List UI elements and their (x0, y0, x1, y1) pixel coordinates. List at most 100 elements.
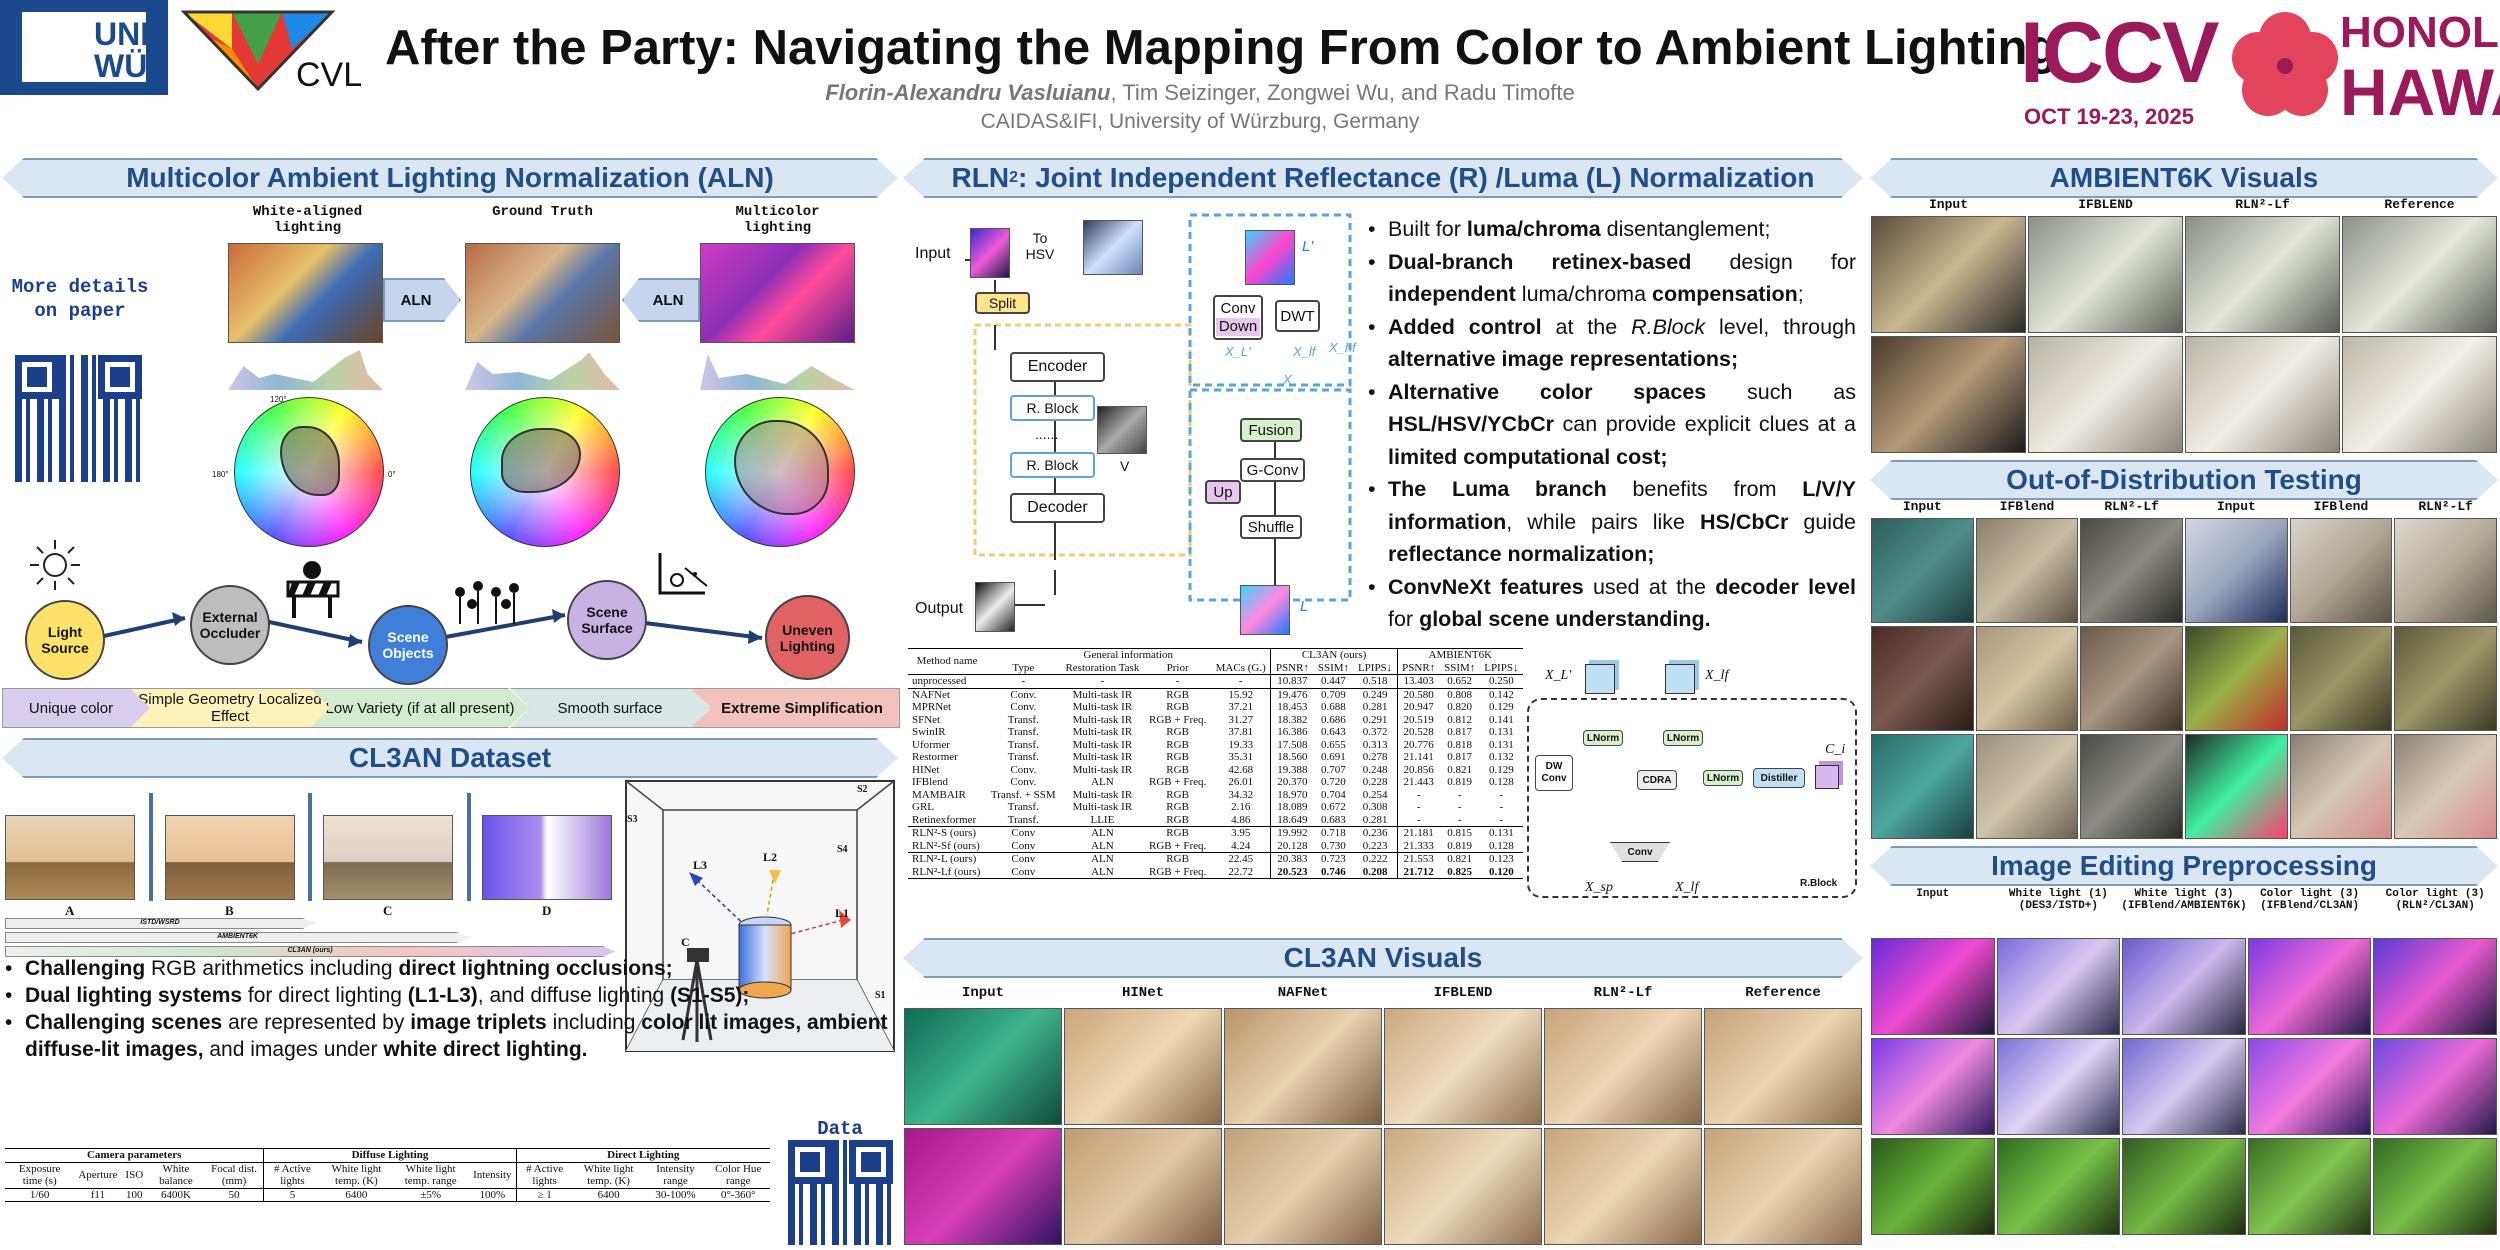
grid-image (1544, 1128, 1702, 1245)
results-table-cell: 0.222 (1362, 853, 1388, 865)
rblock-lnorm-1: LNorm (1583, 730, 1623, 746)
results-table-cell: 0.730 (1321, 839, 1346, 852)
hibiscus-icon (2230, 8, 2340, 118)
grid-image (1064, 1008, 1222, 1125)
dataset-sample-a (5, 815, 135, 900)
results-table-cell: 37.21 (1228, 701, 1254, 713)
results-table-cell: 18.560 (1270, 751, 1314, 764)
bullet-run: global scene understanding. (1419, 607, 1711, 631)
ood-header: Out-of-Distribution Testing (1870, 460, 2498, 500)
results-table-cell: 4.24 (1231, 839, 1251, 852)
results-table-cell: RLN²-Lf (ours) (912, 865, 981, 878)
results-table-cell: 0.815 (1447, 827, 1473, 839)
bullet-run: Alternative color spaces (1388, 379, 1707, 404)
grid-image (2122, 1038, 2246, 1135)
grid-image (2289, 518, 2393, 623)
data-qr-code[interactable] (788, 1140, 893, 1245)
camera-table-header: Focal dist. (mm) (211, 1162, 257, 1188)
camera-table-header: White balance (159, 1162, 193, 1188)
results-table-cell: 20.383 (1270, 852, 1314, 866)
camera-table-header: ISO (125, 1168, 144, 1181)
grid-column-label: Input (1916, 888, 1950, 900)
grid-column-label: Color light (3) (RLN²/CL3AN) (2385, 888, 2485, 912)
results-table-cell: 18.649 (1270, 813, 1314, 827)
diagram-shuffle: Shuffle (1240, 515, 1302, 539)
results-table-cell: 0.819 (1447, 776, 1473, 788)
results-table-cell: GRL (912, 801, 934, 813)
diagram-input-label: Input (915, 245, 951, 262)
rblock-cdra: CDRA (1637, 770, 1677, 790)
grid-image (1871, 216, 2026, 333)
rblock-xl-label: X_L' (1545, 668, 1572, 683)
grid-image (2122, 1138, 2246, 1235)
camera-params-table: Camera parameters Diffuse Lighting Direc… (5, 1148, 770, 1202)
results-table: Method name General information CL3AN (our… (908, 648, 1523, 879)
results-table-cell: Multi-task IR (1072, 688, 1133, 701)
diagram-gconv-label: G-Conv (1246, 461, 1299, 479)
results-table-cell: 22.45 (1228, 853, 1254, 865)
results-table-row: GRL Transf. Multi-task IR RGB 2.16 18.089 0.67… (908, 801, 1523, 814)
results-column-header: PSNR↑ (1396, 661, 1440, 675)
band-extreme-simplification: Extreme Simplification (690, 688, 900, 728)
grid-image (1871, 626, 1974, 731)
rblock-lnorm-3: LNorm (1703, 770, 1743, 786)
aln-col-multicolor: Multicolor lighting (735, 204, 820, 236)
results-table-cell: - (1396, 813, 1440, 827)
results-column-header: SSIM↑ (1317, 661, 1350, 674)
bullet-run: limited computational cost; (1388, 444, 1668, 469)
diagram-l-image (1240, 585, 1290, 635)
results-table-cell: 0.308 (1362, 801, 1388, 813)
grid-column-label: RLN²-Lf (2418, 499, 2473, 514)
results-table-cell: Conv (1011, 865, 1036, 878)
coverage-bar-cl3an-label: CL3AN (ours) (287, 947, 333, 954)
diagram-v-label: V (1120, 458, 1130, 474)
cube-ci-icon (1815, 765, 1839, 789)
results-table-cell: 34.32 (1228, 788, 1254, 801)
results-table-cell: 0.643 (1321, 726, 1346, 738)
band-simple-geometry-label: Simple Geometry Localized Effect (138, 691, 322, 725)
paper-qr-code[interactable] (15, 355, 142, 482)
results-table-cell: 0.128 (1488, 839, 1514, 852)
aln-arrow-left: ALN (383, 278, 461, 322)
results-table-cell: 0.228 (1362, 776, 1388, 788)
color-wheel-2 (470, 397, 620, 547)
bullet-run: HSL/HSV/YCbCr (1388, 412, 1555, 436)
grid-image (2394, 626, 2497, 731)
scene-label-s3: S3 (627, 814, 638, 825)
grid-image (1871, 336, 2026, 453)
bullet-item: Added control at the R.Block level, thro… (1368, 311, 1856, 376)
grid-column-label: IFBLEND (1433, 985, 1493, 1001)
diagram-encoder-label: Encoder (1027, 358, 1088, 375)
results-table-cell: 20.128 (1270, 839, 1314, 853)
results-table-cell: Conv. (1010, 701, 1037, 713)
results-table-row: SFNet Transf. Multi-task IR RGB + Freq. 31.2… (908, 713, 1523, 726)
bullet-run: can provide explicit clues at a (1554, 412, 1856, 436)
results-column-header: Prior (1166, 661, 1189, 674)
results-table-cell: 0.131 (1488, 827, 1514, 839)
grid-image (1996, 938, 2121, 1035)
results-table-cell: - (1499, 813, 1504, 826)
dataset-samples: A B C D (5, 785, 615, 960)
grid-image (1871, 1138, 1995, 1235)
aln-col-ground-truth: Ground Truth (492, 204, 593, 220)
results-table-cell: SwinIR (912, 726, 946, 738)
poster-title: After the Party: Navigating the Mapping … (385, 21, 2058, 75)
results-table-cell: HINet (912, 763, 940, 776)
results-table-cell: 20.519 (1396, 713, 1440, 726)
diagram-l-label: L (1300, 598, 1309, 615)
camera-table-cell: 6400 (345, 1188, 368, 1201)
bullet-item: Dual-branch retinex-based design for ind… (1368, 246, 1856, 311)
camera-table-header: Exposure time (s) (18, 1162, 61, 1188)
results-table-cell: 21.443 (1396, 776, 1440, 789)
grid-image (2122, 938, 2246, 1035)
iccv-logo: ICCV OCT 19-23, 2025 HONOLULU HAWAII (2020, 0, 2500, 140)
results-column-header: SSIM↑ (1444, 661, 1476, 674)
grid-image (2185, 626, 2288, 731)
results-table-cell: 0.236 (1362, 827, 1388, 839)
diagram-input-image (970, 228, 1010, 278)
grid-column-label: Reference (1745, 985, 1821, 1001)
sample-label-c: C (383, 903, 393, 918)
results-table-cell: Multi-task IR (1072, 701, 1133, 713)
grid-image (2289, 626, 2393, 731)
results-table-cell: Multi-task IR (1072, 751, 1133, 763)
